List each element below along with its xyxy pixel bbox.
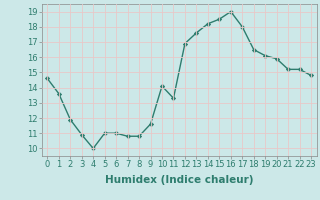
X-axis label: Humidex (Indice chaleur): Humidex (Indice chaleur) xyxy=(105,175,253,185)
